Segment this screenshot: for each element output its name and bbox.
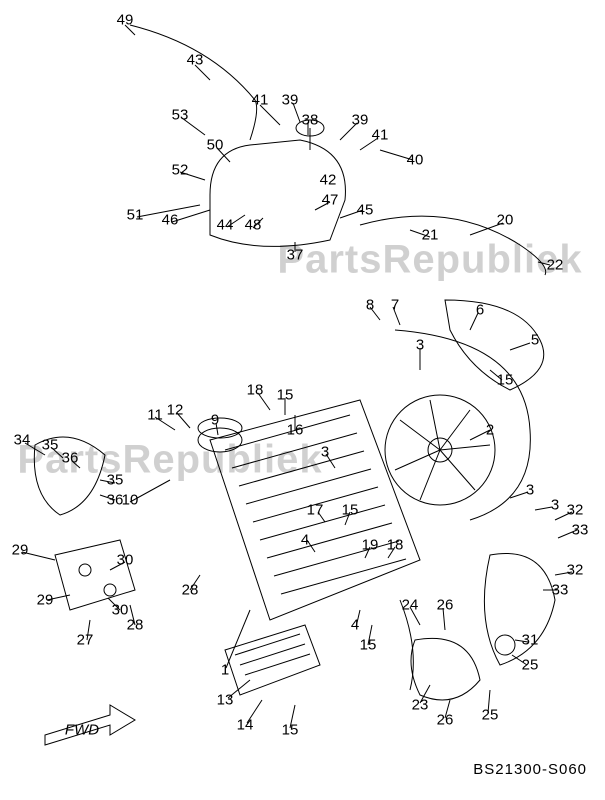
callout-51: 51 bbox=[127, 207, 144, 224]
callout-3: 3 bbox=[416, 337, 424, 354]
callout-18: 18 bbox=[387, 537, 404, 554]
callout-32: 32 bbox=[567, 502, 584, 519]
callout-48: 48 bbox=[245, 217, 262, 234]
callout-37: 37 bbox=[287, 247, 304, 264]
callout-33: 33 bbox=[572, 522, 589, 539]
exploded-parts-diagram: FWD BS21300-S060 PartsRepubliek PartsRep… bbox=[0, 0, 605, 800]
callout-47: 47 bbox=[322, 192, 339, 209]
callout-27: 27 bbox=[77, 632, 94, 649]
callout-19: 19 bbox=[362, 537, 379, 554]
callout-9: 9 bbox=[211, 412, 219, 429]
callout-15: 15 bbox=[497, 372, 514, 389]
callout-24: 24 bbox=[402, 597, 419, 614]
callout-4: 4 bbox=[351, 617, 359, 634]
callout-45: 45 bbox=[357, 202, 374, 219]
callout-28: 28 bbox=[182, 582, 199, 599]
callout-34: 34 bbox=[14, 432, 31, 449]
fwd-label: FWD bbox=[65, 722, 99, 739]
callout-33: 33 bbox=[552, 582, 569, 599]
callout-7: 7 bbox=[391, 297, 399, 314]
callout-3: 3 bbox=[321, 444, 329, 461]
callout-35: 35 bbox=[42, 437, 59, 454]
callout-20: 20 bbox=[497, 212, 514, 229]
callout-5: 5 bbox=[531, 332, 539, 349]
callout-50: 50 bbox=[207, 137, 224, 154]
callout-30: 30 bbox=[117, 552, 134, 569]
callout-46: 46 bbox=[162, 212, 179, 229]
diagram-part-number: BS21300-S060 bbox=[473, 761, 587, 778]
callout-10: 10 bbox=[122, 492, 139, 509]
callout-1: 1 bbox=[221, 662, 229, 679]
callout-23: 23 bbox=[412, 697, 429, 714]
callout-29: 29 bbox=[37, 592, 54, 609]
callout-42: 42 bbox=[320, 172, 337, 189]
callout-40: 40 bbox=[407, 152, 424, 169]
callout-16: 16 bbox=[287, 422, 304, 439]
callout-4: 4 bbox=[301, 532, 309, 549]
callout-17: 17 bbox=[307, 502, 324, 519]
callout-26: 26 bbox=[437, 597, 454, 614]
callout-6: 6 bbox=[476, 302, 484, 319]
callout-44: 44 bbox=[217, 217, 234, 234]
callout-25: 25 bbox=[522, 657, 539, 674]
callout-28: 28 bbox=[127, 617, 144, 634]
callout-2: 2 bbox=[486, 422, 494, 439]
callout-53: 53 bbox=[172, 107, 189, 124]
callout-11: 11 bbox=[147, 407, 163, 424]
callout-18: 18 bbox=[247, 382, 264, 399]
callout-31: 31 bbox=[522, 632, 539, 649]
callout-41: 41 bbox=[252, 92, 269, 109]
callout-12: 12 bbox=[167, 402, 184, 419]
callout-35: 35 bbox=[107, 472, 124, 489]
callout-29: 29 bbox=[12, 542, 29, 559]
callout-15: 15 bbox=[342, 502, 359, 519]
callout-41: 41 bbox=[372, 127, 389, 144]
callout-49: 49 bbox=[117, 12, 134, 29]
callout-3: 3 bbox=[526, 482, 534, 499]
callout-38: 38 bbox=[302, 112, 319, 129]
callout-26: 26 bbox=[437, 712, 454, 729]
callout-39: 39 bbox=[282, 92, 299, 109]
callout-13: 13 bbox=[217, 692, 234, 709]
callout-32: 32 bbox=[567, 562, 584, 579]
callout-39: 39 bbox=[352, 112, 369, 129]
callout-22: 22 bbox=[547, 257, 564, 274]
callout-52: 52 bbox=[172, 162, 189, 179]
callout-43: 43 bbox=[187, 52, 204, 69]
callout-15: 15 bbox=[360, 637, 377, 654]
callout-36: 36 bbox=[62, 450, 79, 467]
callout-14: 14 bbox=[237, 717, 254, 734]
callout-8: 8 bbox=[366, 297, 374, 314]
callout-15: 15 bbox=[282, 722, 299, 739]
callout-21: 21 bbox=[422, 227, 439, 244]
callout-25: 25 bbox=[482, 707, 499, 724]
callout-15: 15 bbox=[277, 387, 294, 404]
callout-3: 3 bbox=[551, 497, 559, 514]
